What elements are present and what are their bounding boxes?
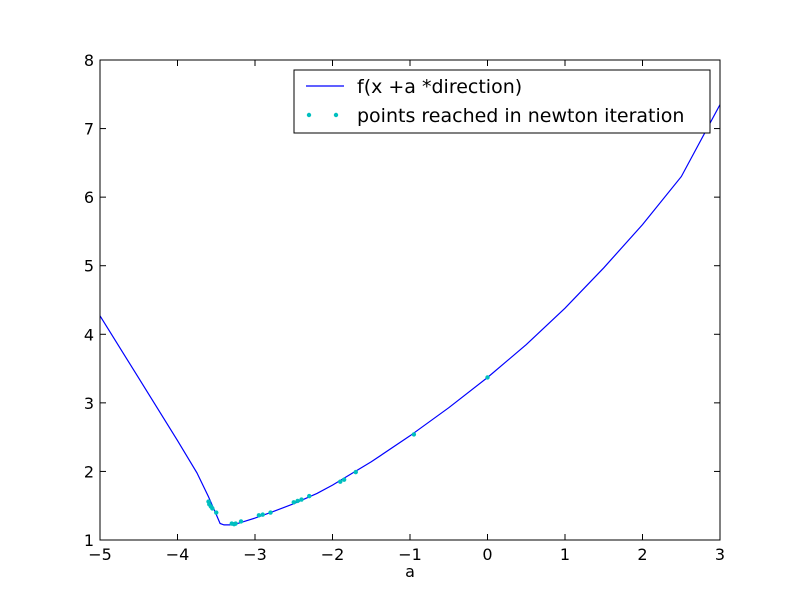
iteration-point (299, 497, 304, 502)
plot-frame (99, 59, 721, 541)
iteration-point (411, 432, 417, 437)
x-tick-label: 2 (637, 545, 647, 564)
x-tick-label: −2 (321, 545, 345, 564)
x-axis-label: a (405, 562, 415, 581)
legend: f(x +a *direction) points reached in new… (293, 69, 711, 134)
iteration-point (485, 375, 490, 380)
ticks-layer: −5 −4 −3 −2 −1 0 1 2 3 1 2 3 4 5 6 7 8 (84, 51, 725, 564)
x-tick-label: 3 (715, 545, 725, 564)
x-tick-label: −5 (88, 545, 112, 564)
iteration-point (214, 510, 219, 515)
iteration-point (291, 500, 296, 505)
iteration-point (210, 506, 215, 511)
x-tick-label: −4 (166, 545, 190, 564)
legend-point-swatch-2 (333, 112, 339, 118)
x-tick-label: 1 (560, 545, 570, 564)
iteration-point (295, 498, 300, 504)
y-tick-label: 5 (84, 257, 94, 276)
x-tick-label: −3 (243, 545, 267, 564)
iteration-point (260, 512, 265, 517)
y-tick-label: 2 (84, 462, 94, 481)
iteration-point (233, 521, 238, 526)
iteration-point (341, 477, 347, 482)
y-tick-label: 8 (84, 51, 94, 70)
iteration-point (256, 513, 262, 518)
series-layer (99, 104, 721, 527)
y-tick-label: 3 (84, 394, 94, 413)
x-tick-label: −1 (398, 545, 422, 564)
plot-area (100, 60, 720, 540)
y-tick-label: 4 (84, 325, 94, 344)
legend-point-swatch-1 (306, 112, 312, 118)
iteration-point (353, 469, 358, 475)
legend-box (293, 69, 711, 134)
iteration-point (268, 510, 273, 515)
legend-label-points: points reached in newton iteration (357, 105, 684, 127)
y-tick-label: 1 (84, 531, 94, 550)
iteration-point (238, 519, 244, 524)
iteration-point (307, 493, 312, 499)
legend-label-line: f(x +a *direction) (357, 76, 522, 98)
iteration-point (338, 479, 343, 484)
y-tick-label: 7 (84, 120, 94, 139)
x-tick-label: 0 (482, 545, 492, 564)
series-line (99, 104, 721, 526)
y-tick-label: 6 (84, 188, 94, 207)
